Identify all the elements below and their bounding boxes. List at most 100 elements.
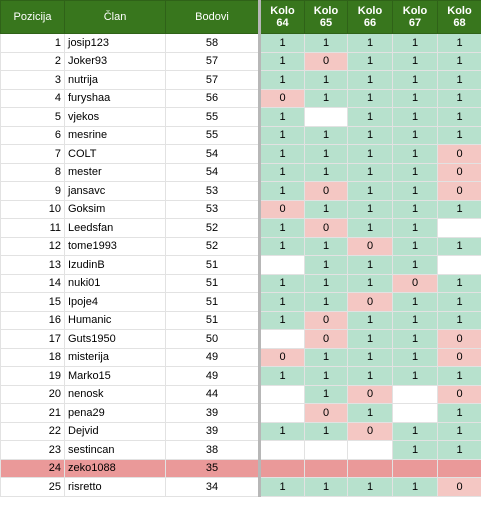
pozicija-cell[interactable]: 22 (0, 421, 65, 441)
kolo-cell[interactable]: 1 (392, 218, 438, 238)
kolo-cell[interactable]: 0 (304, 51, 348, 71)
kolo-cell[interactable]: 1 (259, 236, 305, 256)
kolo-cell[interactable]: 1 (304, 255, 348, 275)
kolo-cell[interactable]: 1 (392, 292, 438, 312)
kolo-cell[interactable]: 1 (259, 144, 305, 164)
clan-cell[interactable]: nutrija (64, 70, 166, 90)
clan-cell[interactable]: Goksim (64, 199, 166, 219)
bodovi-cell[interactable]: 58 (165, 33, 261, 53)
kolo-cell[interactable] (437, 255, 481, 275)
bodovi-cell[interactable]: 49 (165, 347, 261, 367)
kolo-cell[interactable]: 1 (347, 477, 393, 497)
clan-cell[interactable]: nuki01 (64, 273, 166, 293)
pozicija-cell[interactable]: 11 (0, 218, 65, 238)
kolo-cell[interactable]: 1 (392, 181, 438, 201)
bodovi-cell[interactable]: 56 (165, 88, 261, 108)
kolo-cell[interactable]: 1 (347, 144, 393, 164)
kolo-cell[interactable]: 0 (347, 384, 393, 404)
kolo-cell[interactable]: 1 (437, 125, 481, 145)
clan-cell[interactable]: Ipoje4 (64, 292, 166, 312)
pozicija-cell[interactable]: 20 (0, 384, 65, 404)
kolo-cell[interactable]: 1 (304, 88, 348, 108)
kolo-cell[interactable]: 1 (347, 199, 393, 219)
kolo-cell[interactable]: 1 (392, 144, 438, 164)
clan-cell[interactable]: Marko15 (64, 366, 166, 386)
kolo-cell[interactable]: 1 (347, 329, 393, 349)
bodovi-cell[interactable]: 35 (165, 458, 261, 478)
bodovi-cell[interactable]: 44 (165, 384, 261, 404)
kolo-cell[interactable] (347, 458, 393, 478)
bodovi-cell[interactable]: 34 (165, 477, 261, 497)
bodovi-cell[interactable]: 39 (165, 421, 261, 441)
pozicija-cell[interactable]: 9 (0, 181, 65, 201)
pozicija-cell[interactable]: 10 (0, 199, 65, 219)
kolo-cell[interactable] (259, 403, 305, 423)
kolo-cell[interactable]: 1 (392, 51, 438, 71)
kolo-cell[interactable]: 0 (437, 181, 481, 201)
kolo-cell[interactable]: 1 (392, 236, 438, 256)
kolo-cell[interactable]: 1 (347, 255, 393, 275)
clan-cell[interactable]: COLT (64, 144, 166, 164)
header-kolo-66[interactable]: Kolo 66 (347, 0, 393, 34)
kolo-cell[interactable]: 1 (392, 421, 438, 441)
bodovi-cell[interactable]: 53 (165, 181, 261, 201)
pozicija-cell[interactable]: 25 (0, 477, 65, 497)
kolo-cell[interactable] (437, 458, 481, 478)
pozicija-cell[interactable]: 6 (0, 125, 65, 145)
clan-cell[interactable]: jansavc (64, 181, 166, 201)
kolo-cell[interactable] (304, 458, 348, 478)
kolo-cell[interactable]: 1 (392, 70, 438, 90)
pozicija-cell[interactable]: 18 (0, 347, 65, 367)
bodovi-cell[interactable]: 51 (165, 273, 261, 293)
kolo-cell[interactable]: 1 (259, 421, 305, 441)
kolo-cell[interactable]: 1 (437, 107, 481, 127)
kolo-cell[interactable]: 1 (347, 218, 393, 238)
kolo-cell[interactable]: 1 (437, 366, 481, 386)
bodovi-cell[interactable]: 51 (165, 255, 261, 275)
kolo-cell[interactable]: 1 (304, 33, 348, 53)
kolo-cell[interactable]: 0 (259, 347, 305, 367)
pozicija-cell[interactable]: 19 (0, 366, 65, 386)
kolo-cell[interactable]: 0 (304, 310, 348, 330)
kolo-cell[interactable]: 1 (259, 181, 305, 201)
clan-cell[interactable]: nenosk (64, 384, 166, 404)
kolo-cell[interactable]: 1 (392, 199, 438, 219)
kolo-cell[interactable]: 0 (392, 273, 438, 293)
clan-cell[interactable]: vjekos (64, 107, 166, 127)
clan-cell[interactable]: risretto (64, 477, 166, 497)
kolo-cell[interactable]: 0 (259, 88, 305, 108)
kolo-cell[interactable]: 1 (392, 255, 438, 275)
pozicija-cell[interactable]: 7 (0, 144, 65, 164)
kolo-cell[interactable] (347, 440, 393, 460)
kolo-cell[interactable]: 1 (347, 107, 393, 127)
kolo-cell[interactable]: 1 (392, 310, 438, 330)
clan-cell[interactable]: josip123 (64, 33, 166, 53)
kolo-cell[interactable]: 1 (259, 273, 305, 293)
pozicija-cell[interactable]: 4 (0, 88, 65, 108)
kolo-cell[interactable]: 1 (437, 70, 481, 90)
kolo-cell[interactable]: 0 (347, 236, 393, 256)
kolo-cell[interactable] (259, 329, 305, 349)
clan-cell[interactable]: IzudinB (64, 255, 166, 275)
header-kolo-67[interactable]: Kolo 67 (392, 0, 438, 34)
kolo-cell[interactable] (259, 458, 305, 478)
bodovi-cell[interactable]: 50 (165, 329, 261, 349)
kolo-cell[interactable]: 1 (392, 347, 438, 367)
header-kolo-68[interactable]: Kolo 68 (437, 0, 481, 34)
kolo-cell[interactable]: 1 (259, 70, 305, 90)
clan-cell[interactable]: Dejvid (64, 421, 166, 441)
kolo-cell[interactable]: 0 (347, 292, 393, 312)
pozicija-cell[interactable]: 5 (0, 107, 65, 127)
pozicija-cell[interactable]: 12 (0, 236, 65, 256)
clan-cell[interactable]: Leedsfan (64, 218, 166, 238)
kolo-cell[interactable]: 0 (437, 144, 481, 164)
kolo-cell[interactable]: 1 (347, 125, 393, 145)
kolo-cell[interactable]: 1 (259, 366, 305, 386)
kolo-cell[interactable]: 1 (304, 273, 348, 293)
kolo-cell[interactable]: 1 (347, 88, 393, 108)
kolo-cell[interactable]: 1 (259, 218, 305, 238)
pozicija-cell[interactable]: 23 (0, 440, 65, 460)
kolo-cell[interactable]: 1 (437, 292, 481, 312)
kolo-cell[interactable]: 0 (259, 199, 305, 219)
kolo-cell[interactable]: 0 (437, 477, 481, 497)
